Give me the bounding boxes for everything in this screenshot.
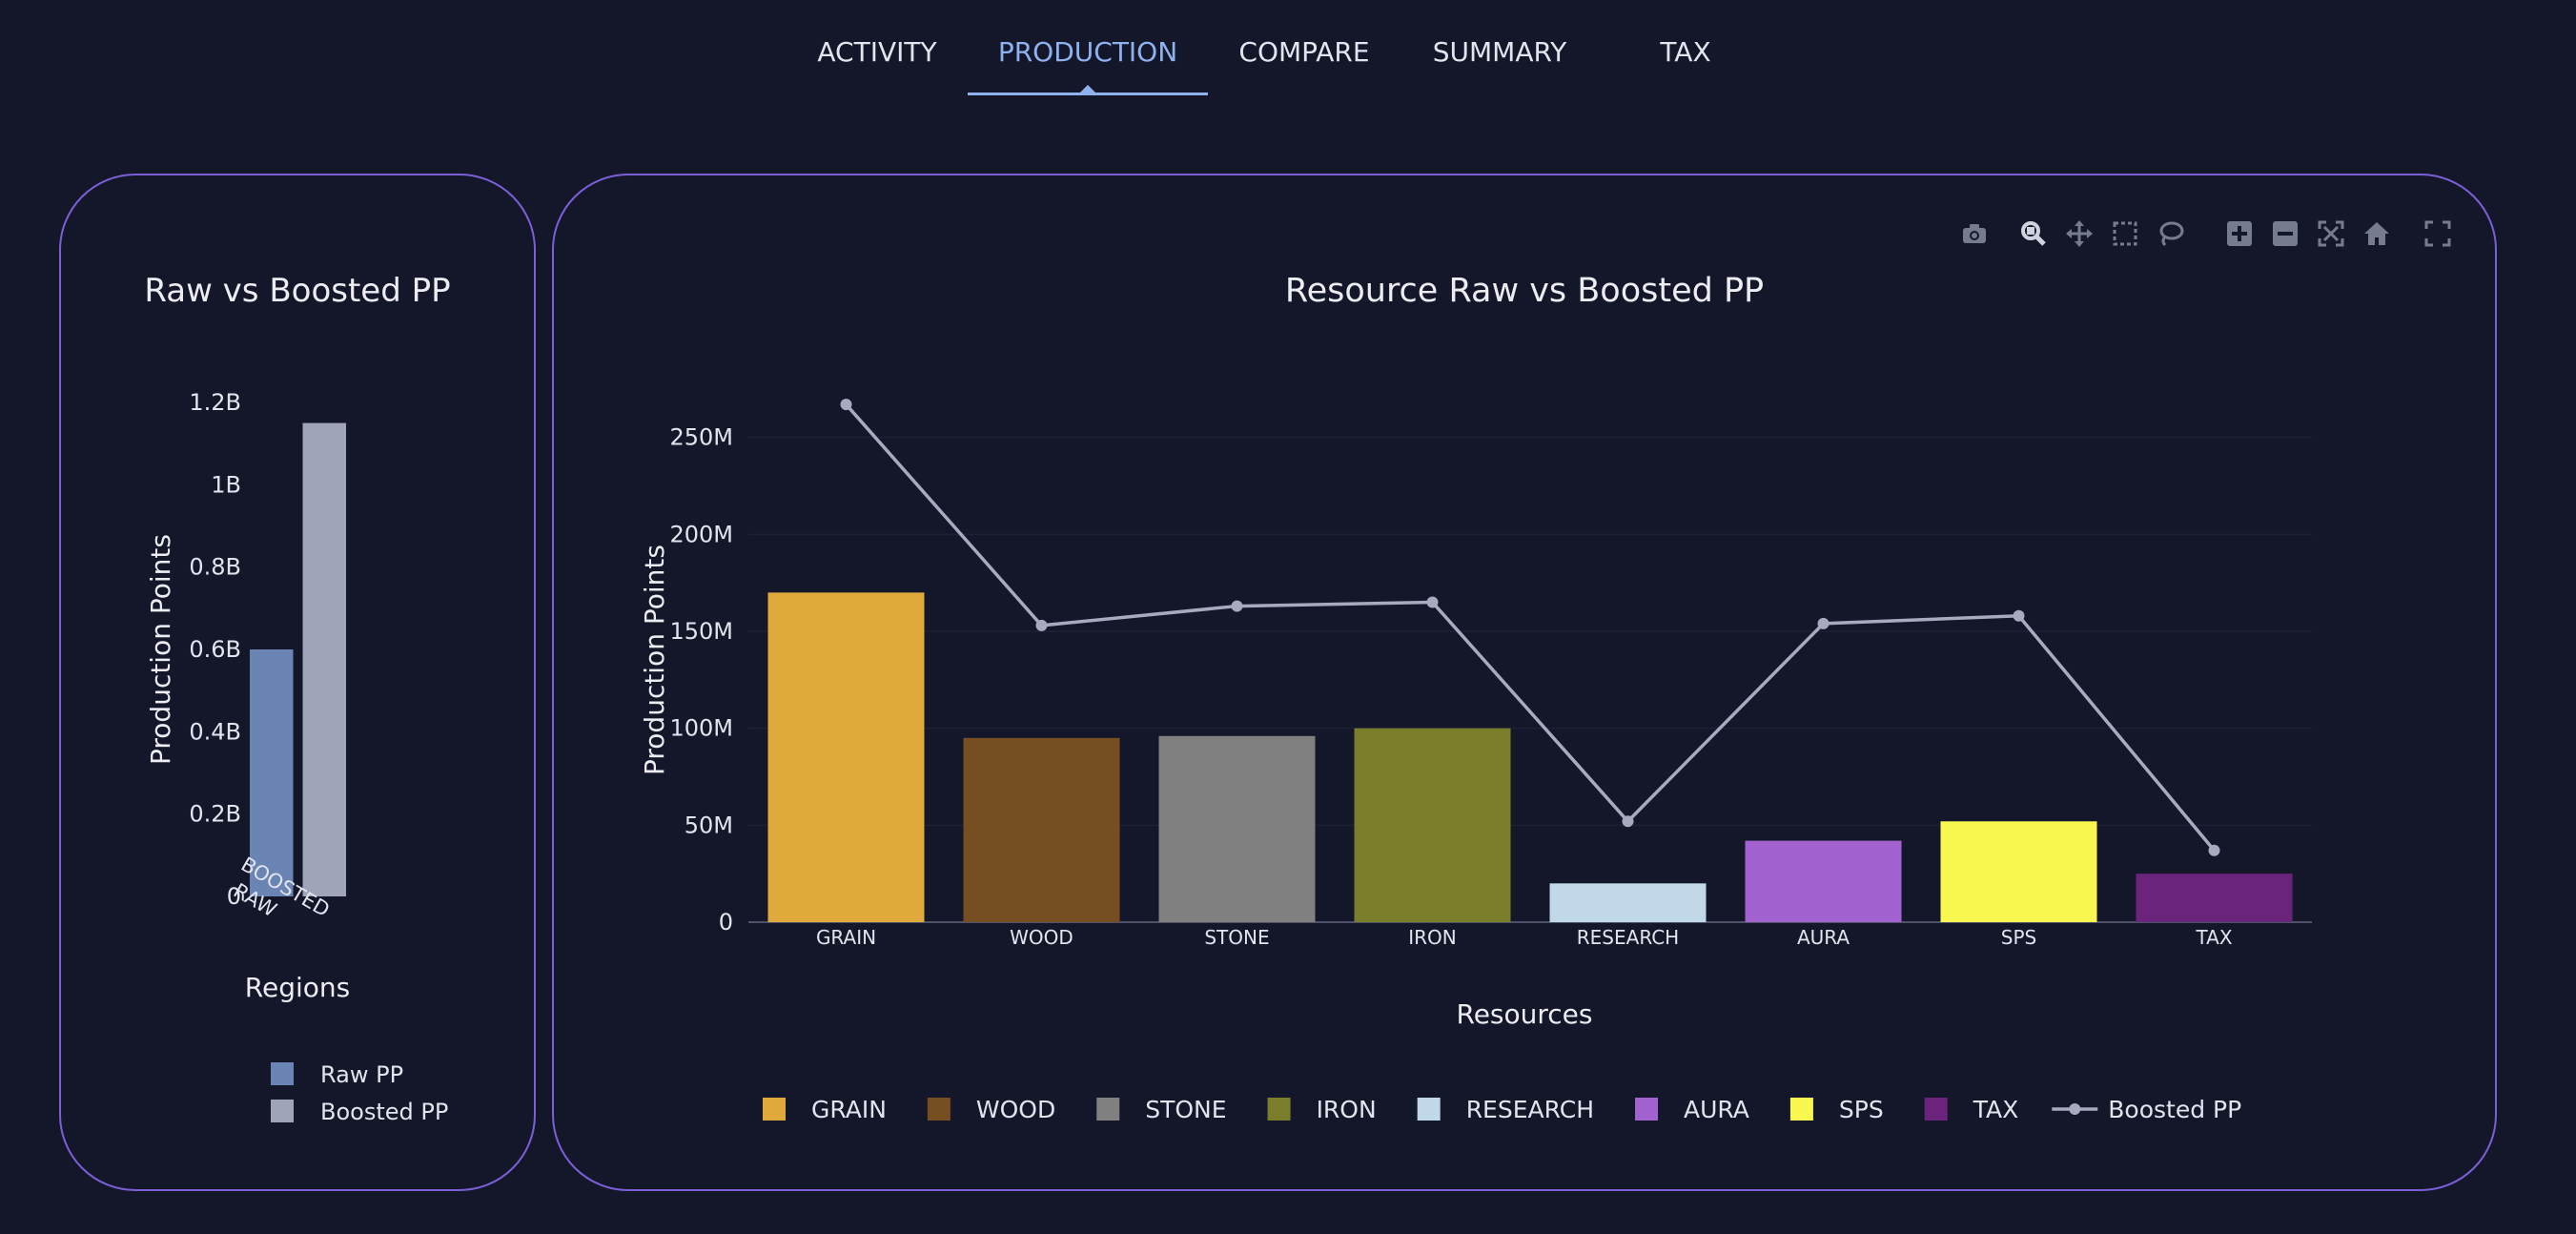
legend-label: Boosted PP (2108, 1096, 2241, 1123)
legend-swatch-aura (1635, 1098, 1659, 1121)
y-axis-title: Production Points (145, 534, 176, 765)
x-tick-label: RESEARCH (1577, 926, 1679, 949)
boosted-pp-point-sps (2013, 609, 2025, 622)
reset-axes-icon[interactable] (2360, 213, 2394, 255)
y-tick-label: 150M (669, 618, 733, 645)
x-axis-title: Resources (1457, 998, 1593, 1030)
legend-swatch-sps (1789, 1098, 1813, 1121)
bar-sps (1940, 821, 2097, 922)
legend-label: AURA (1684, 1096, 1749, 1123)
camera-icon[interactable] (1957, 213, 1992, 255)
tab-summary[interactable]: SUMMARY (1432, 36, 1567, 68)
tab-compare[interactable]: COMPARE (1238, 36, 1370, 68)
x-tick-label: TAX (2195, 926, 2232, 949)
y-tick-label: 50M (685, 812, 733, 838)
tab-production[interactable]: PRODUCTION (997, 36, 1178, 68)
bar-aura (1745, 840, 1902, 922)
y-tick-label: 1B (211, 471, 241, 498)
legend-label: SPS (1839, 1096, 1884, 1123)
legend-label: WOOD (976, 1096, 1055, 1123)
boosted-pp-point-grain (840, 399, 852, 411)
y-tick-label: 250M (669, 424, 733, 451)
bar-stone (1158, 735, 1316, 922)
legend-swatch-research (1417, 1098, 1441, 1121)
fullscreen-icon[interactable] (2421, 213, 2455, 255)
legend-label: TAX (1973, 1096, 2019, 1123)
x-tick-label: SPS (2001, 926, 2036, 949)
y-tick-label: 0 (719, 909, 733, 936)
bar-tax (2136, 874, 2293, 922)
active-tab-caret (1080, 85, 1095, 93)
y-tick-label: 200M (669, 521, 733, 547)
y-tick-label: 1.2B (189, 389, 241, 416)
pan-icon[interactable] (2062, 213, 2096, 255)
x-tick-label: STONE (1204, 926, 1269, 949)
boosted-pp-point-tax (2208, 844, 2220, 856)
legend-swatch-iron (1267, 1098, 1291, 1121)
lasso-select-icon[interactable] (2154, 213, 2188, 255)
y-axis-title: Production Points (639, 545, 670, 775)
y-tick-label: 0.4B (189, 718, 241, 745)
autoscale-icon[interactable] (2314, 213, 2348, 255)
right-chart-card (552, 174, 2497, 1191)
x-axis-title: Regions (245, 972, 350, 1003)
legend-line-marker (2069, 1103, 2081, 1115)
boosted-pp-line (845, 402, 2216, 852)
bar-grain (767, 592, 925, 922)
legend-swatch-tax (1924, 1098, 1948, 1121)
legend-swatch (271, 1062, 294, 1085)
left-chart-card (59, 174, 536, 1191)
chart-title: Resource Raw vs Boosted PP (1285, 272, 1764, 310)
boosted-pp-point-research (1622, 815, 1634, 828)
y-tick-label: 0.8B (189, 554, 241, 581)
y-tick-label: 0.6B (189, 636, 241, 663)
x-tick-label: IRON (1408, 926, 1457, 949)
legend-swatch (271, 1100, 294, 1122)
boosted-pp-point-wood (1035, 619, 1048, 631)
x-tick-label: AURA (1797, 926, 1850, 949)
legend-label: STONE (1145, 1096, 1226, 1123)
x-tick-label: WOOD (1010, 926, 1073, 949)
y-tick-label: 0.2B (189, 801, 241, 828)
bar-research (1549, 883, 1707, 922)
boosted-pp-point-aura (1817, 617, 1830, 629)
legend-label: Raw PP (320, 1061, 403, 1088)
active-tab-underline (968, 93, 1208, 95)
legend-swatch-wood (927, 1098, 951, 1121)
zoom-out-icon[interactable] (2268, 213, 2302, 255)
legend-swatch-grain (763, 1098, 786, 1121)
zoom-in-icon[interactable] (2222, 213, 2257, 255)
bar-iron (1354, 728, 1511, 922)
tab-tax[interactable]: TAX (1660, 36, 1711, 68)
legend-label: RESEARCH (1466, 1096, 1594, 1123)
legend-label: GRAIN (811, 1096, 887, 1123)
box-select-icon[interactable] (2108, 213, 2142, 255)
bar-boosted (302, 422, 347, 896)
boosted-pp-point-iron (1426, 596, 1439, 608)
legend-swatch-stone (1096, 1098, 1120, 1121)
y-tick-label: 100M (669, 715, 733, 742)
tab-activity[interactable]: ACTIVITY (817, 36, 937, 68)
x-tick-label: GRAIN (816, 926, 876, 949)
tab-bar: ACTIVITY PRODUCTION COMPARE SUMMARY TAX (0, 0, 2576, 105)
y-tick-label: 0 (227, 883, 241, 910)
chart-title: Raw vs Boosted PP (144, 272, 450, 310)
bar-raw (249, 649, 294, 896)
zoom-icon[interactable] (2016, 213, 2051, 255)
bar-wood (963, 737, 1120, 922)
legend-label: IRON (1317, 1096, 1377, 1123)
legend-label: Boosted PP (320, 1099, 448, 1125)
boosted-pp-point-stone (1231, 600, 1243, 612)
